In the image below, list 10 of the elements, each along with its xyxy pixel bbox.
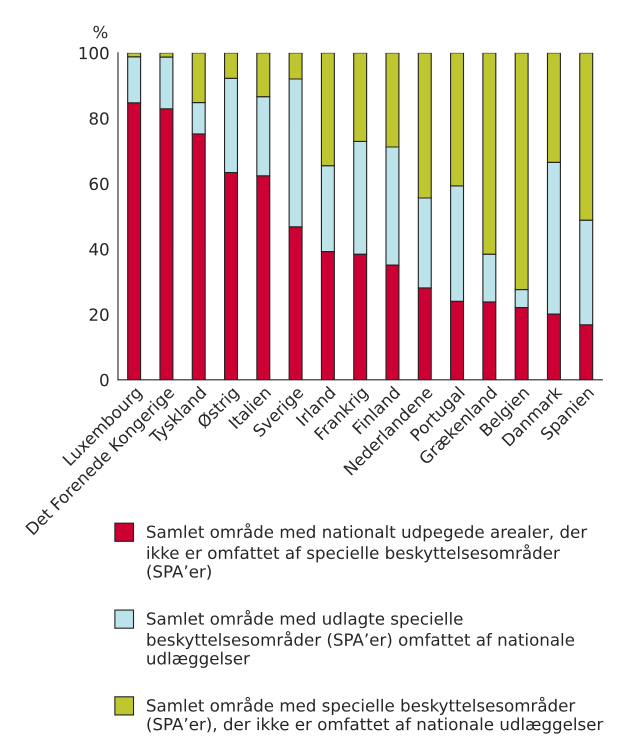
y-tick-label: 40 [89,242,109,256]
legend-label: Samlet område med udlagte specielle beskyttelsesområder (SPA’er) omfattet af nationale udlæggelser [147,610,574,668]
legend-label: Samlet område med nationalt udpegede arealer, der ikke er omfattet af specielle beskyttelsesområder (SPA’er) [147,523,588,580]
y-tick-label: 20 [90,308,109,321]
y-tick-label: 0 [100,374,109,386]
y-tick-label: 100 [80,46,109,60]
y-tick-label: 80 [90,112,109,125]
y-tick-label: 60 [90,178,109,190]
legend-label: Samlet område med specielle beskyttelsesområder (SPA’er), der ikke er omfattet af nationale udlæggelser [147,696,604,734]
y-axis-title: % [93,26,108,38]
